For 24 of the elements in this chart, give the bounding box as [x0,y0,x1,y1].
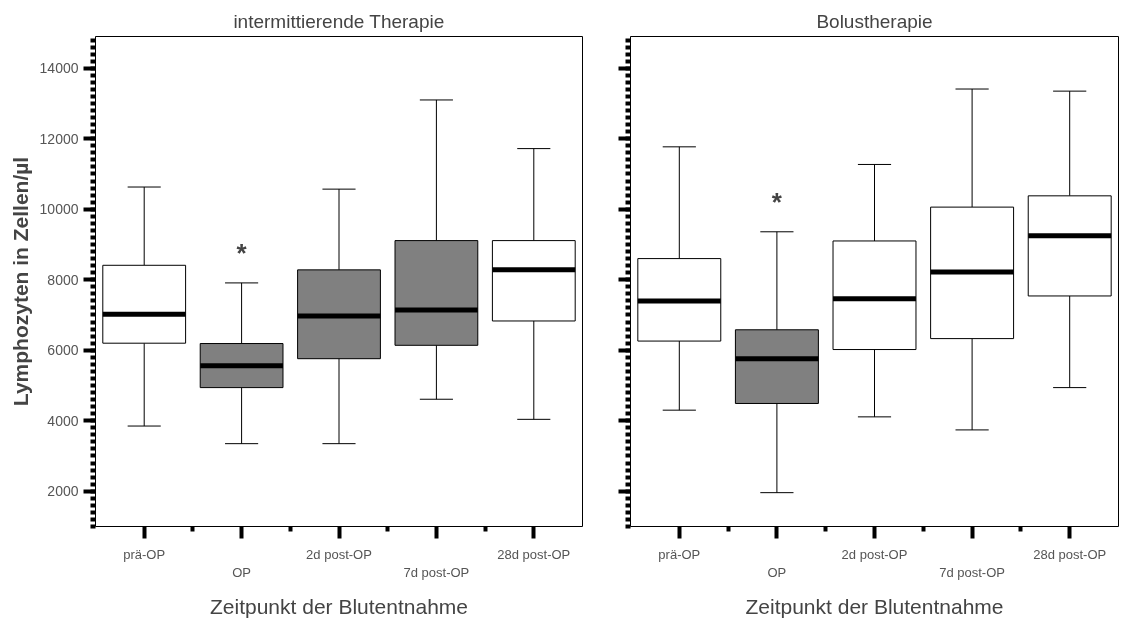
x-tick-label: 28d post-OP [1033,546,1107,562]
x-tick-label: 2d post-OP [841,546,908,562]
x-tick-label: 7d post-OP [939,564,1005,580]
x-tick-label: 28d post-OP [497,546,571,562]
y-tick-label: 8000 [47,271,79,288]
x-tick-label: OP [232,564,252,580]
x-tick-label: prä-OP [123,546,166,562]
x-axis-title: Zeitpunkt der Blutentnahme [210,594,469,618]
x-tick-label: OP [767,564,787,580]
y-tick-label: 10000 [39,201,79,218]
y-tick-label: 2000 [47,483,79,500]
y-tick-label: 12000 [39,130,79,147]
annotation: * [236,237,248,268]
y-tick-label: 14000 [39,60,79,77]
y-tick-label: 4000 [47,412,79,429]
x-axis-title: Zeitpunkt der Blutentnahme [745,594,1004,618]
annotation: * [771,186,783,217]
chart-title: intermittierende Therapie [233,10,445,32]
x-tick-label: 2d post-OP [306,546,372,562]
y-axis-title: Lymphozyten in Zellen/µl [8,156,32,407]
chart-title: Bolustherapie [816,10,933,32]
y-tick-label: 6000 [47,342,79,359]
x-tick-label: prä-OP [658,546,701,562]
x-tick-label: 7d post-OP [403,564,470,580]
